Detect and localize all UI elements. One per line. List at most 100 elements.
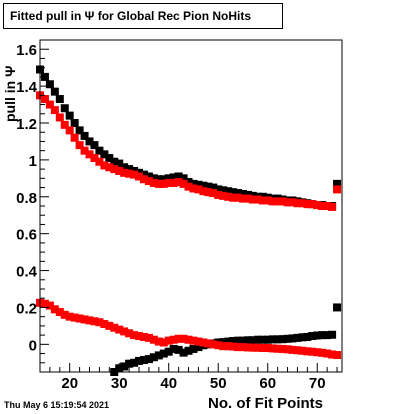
x-tick-label: 70	[309, 375, 326, 392]
data-point	[179, 348, 188, 357]
data-point	[263, 335, 272, 344]
data-point	[135, 172, 144, 181]
data-point	[328, 350, 337, 359]
series-1	[36, 91, 342, 211]
data-point	[253, 195, 262, 204]
data-point	[263, 344, 272, 353]
x-axis-label: No. of Fit Points	[208, 395, 323, 412]
data-point	[95, 157, 104, 166]
data-point	[328, 202, 337, 211]
data-point	[303, 347, 312, 356]
data-point	[174, 172, 183, 181]
data-point	[120, 163, 129, 172]
data-point	[55, 113, 64, 122]
data-point	[135, 332, 144, 341]
data-point	[204, 188, 213, 197]
data-point	[144, 333, 153, 342]
data-point	[253, 335, 262, 344]
data-point	[234, 189, 243, 198]
data-point	[303, 332, 312, 341]
data-point	[224, 187, 233, 196]
data-point	[75, 126, 84, 135]
data-point	[283, 345, 292, 354]
data-point	[120, 327, 129, 336]
x-tick-label: 20	[61, 375, 78, 392]
data-point	[273, 344, 282, 353]
data-point	[40, 95, 49, 104]
y-axis-label: pull in Ψ	[2, 65, 18, 122]
data-point	[184, 182, 193, 191]
data-point	[268, 344, 277, 353]
data-point	[194, 343, 203, 352]
data-point	[278, 344, 287, 353]
data-point	[154, 351, 163, 360]
y-tick-label: 0.6	[16, 227, 37, 244]
data-point	[238, 194, 247, 203]
data-point	[229, 188, 238, 197]
data-point	[130, 331, 139, 340]
data-point	[243, 194, 252, 203]
data-point	[323, 202, 332, 210]
series-3	[36, 298, 342, 360]
data-point	[159, 175, 168, 184]
data-point	[50, 87, 59, 96]
data-point	[328, 330, 337, 339]
data-point	[60, 310, 69, 319]
data-point	[95, 318, 104, 327]
data-point	[283, 334, 292, 343]
data-point	[90, 154, 99, 163]
data-point	[199, 187, 208, 196]
data-point	[135, 356, 144, 365]
data-point	[209, 189, 218, 198]
data-point	[115, 166, 124, 175]
data-point	[179, 334, 188, 343]
data-point	[95, 146, 104, 155]
data-point	[238, 190, 247, 199]
data-point	[105, 154, 114, 163]
data-point	[144, 355, 153, 364]
data-point	[125, 165, 134, 174]
data-point	[179, 179, 188, 188]
data-point	[130, 170, 139, 179]
data-point	[323, 349, 332, 358]
data-point	[214, 190, 223, 199]
data-point	[248, 336, 257, 345]
data-point	[159, 349, 168, 358]
data-point	[308, 200, 317, 209]
timestamp: Thu May 6 15:19:54 2021	[4, 400, 110, 410]
data-point	[199, 181, 208, 190]
data-point	[164, 178, 173, 187]
data-point	[110, 157, 119, 166]
data-point	[55, 308, 64, 317]
data-point	[194, 180, 203, 189]
data-point	[75, 141, 84, 150]
data-point	[204, 182, 213, 191]
data-point	[164, 174, 173, 183]
data-point	[174, 178, 183, 187]
data-point	[318, 202, 327, 210]
data-point	[164, 336, 173, 345]
data-point	[219, 186, 228, 195]
data-point	[229, 342, 238, 351]
data-point	[115, 325, 124, 334]
data-point	[139, 356, 148, 365]
data-point	[194, 185, 203, 194]
data-point	[219, 342, 228, 351]
data-point	[268, 335, 277, 344]
data-point	[288, 198, 297, 207]
data-point	[243, 343, 252, 352]
data-point	[288, 345, 297, 354]
data-point	[184, 335, 193, 344]
data-point	[229, 193, 238, 202]
data-point	[144, 177, 153, 186]
data-point	[144, 172, 153, 181]
data-point	[120, 168, 129, 177]
data-point	[258, 196, 267, 205]
x-tick-label: 40	[160, 375, 177, 392]
data-point	[154, 337, 163, 346]
data-point	[60, 104, 69, 113]
data-point	[70, 313, 79, 322]
data-point	[318, 331, 327, 340]
data-point	[65, 312, 74, 321]
data-point	[333, 179, 342, 188]
